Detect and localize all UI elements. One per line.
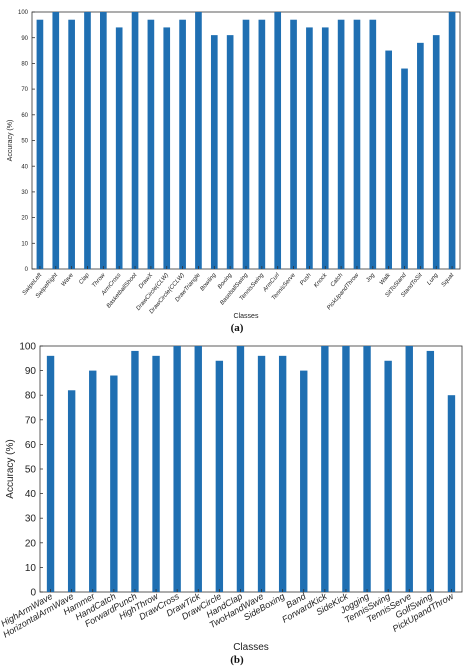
bar-TennisServe	[405, 346, 413, 592]
bar-Wave	[68, 19, 75, 270]
y-tick-label: 60	[21, 113, 28, 119]
y-tick-label: 80	[21, 62, 28, 68]
x-tick-label: Lung	[426, 272, 440, 287]
bar-Lung	[432, 35, 440, 269]
x-tick-label: Bowling	[200, 272, 219, 292]
bar-Walk	[385, 50, 392, 269]
y-axis-label: Accuracy (%)	[7, 120, 14, 162]
bar-SwipeLeft	[36, 19, 44, 270]
x-axis-label: Classes	[234, 313, 259, 320]
bar-TwoHandWave	[257, 355, 266, 592]
y-tick-label: 20	[25, 538, 37, 549]
x-tick-label: Knock	[313, 272, 329, 289]
bar-Hammer	[89, 370, 97, 592]
bar-Squat	[448, 12, 456, 269]
bar-PickUpandThrow	[353, 19, 361, 270]
bar-Jogging	[363, 346, 371, 592]
x-tick-label: Catch	[330, 272, 345, 288]
bar-DrawCross	[173, 346, 181, 592]
bar-HorizontalArmWave	[67, 390, 76, 592]
bar-ArmCurl	[274, 12, 282, 269]
bar-Clap	[84, 12, 91, 269]
y-tick-label: 30	[25, 514, 37, 525]
bar-Push	[306, 27, 313, 270]
y-tick-label: 100	[18, 10, 29, 16]
x-tick-label: Throw	[91, 272, 107, 289]
y-tick-label: 90	[25, 366, 37, 377]
bar-SwipeRight	[52, 12, 60, 269]
y-tick-label: 100	[19, 342, 36, 353]
bar-DrawCircle(CLW)	[163, 27, 171, 270]
y-tick-label: 90	[21, 36, 28, 42]
bar-Catch	[337, 19, 345, 270]
bar-Boxing	[226, 35, 234, 269]
caption-b: (b)	[230, 654, 244, 666]
y-tick-label: 40	[21, 164, 28, 170]
y-tick-label: 50	[21, 139, 28, 145]
bar-GolfSwing	[426, 350, 435, 592]
bar-TennisSwing	[258, 19, 266, 270]
bar-Band	[300, 370, 308, 592]
bar-HandClap	[236, 346, 245, 592]
x-axis-label: Classes	[233, 642, 269, 652]
y-tick-label: 20	[21, 216, 28, 222]
y-tick-label: 0	[30, 588, 36, 599]
bar-DrawX	[147, 19, 155, 270]
bar-PickUpandThrow	[447, 395, 456, 592]
y-tick-label: 60	[25, 440, 37, 451]
caption-a: (a)	[230, 322, 244, 334]
bar-ForwardPunch	[131, 350, 139, 592]
x-tick-label: Wave	[61, 272, 76, 288]
x-tick-label: Push	[299, 272, 313, 287]
bar-Jog	[369, 19, 377, 270]
x-tick-label: Walk	[379, 272, 393, 287]
y-tick-label: 70	[21, 87, 28, 93]
x-tick-label: Squat	[441, 272, 456, 288]
bar-HighThrow	[152, 355, 160, 592]
x-tick-label: Clap	[78, 272, 91, 286]
y-tick-label: 80	[25, 391, 37, 402]
y-tick-label: 0	[25, 267, 29, 273]
bar-Knock	[321, 27, 329, 270]
y-tick-label: 40	[25, 489, 37, 500]
y-tick-label: 10	[25, 563, 37, 574]
bar-TennisServe	[290, 19, 297, 270]
bar-DrawTriangle	[195, 12, 202, 269]
bar-StandToSit	[417, 42, 424, 270]
y-tick-label: 10	[21, 241, 28, 247]
bar-DrawTick	[194, 346, 202, 592]
x-tick-label: BasketballShoot	[106, 272, 139, 309]
bar-TennisSwing	[384, 360, 392, 592]
bar-chart-b: 0102030405060708090100HighArmWaveHorizon…	[0, 342, 463, 652]
bar-SideBoxing	[278, 355, 287, 592]
bar-chart-a: 0102030405060708090100SwipeLeftSwipeRigh…	[7, 10, 461, 320]
bar-SitToStand	[401, 68, 408, 269]
y-tick-label: 50	[25, 465, 37, 476]
bar-Throw	[100, 12, 107, 269]
bar-BasketballShoot	[131, 12, 139, 269]
y-tick-label: 30	[21, 190, 28, 196]
x-tick-label: PickUpandThrow	[326, 272, 360, 311]
bar-HandCatch	[110, 375, 118, 592]
y-tick-label: 70	[25, 415, 37, 426]
y-axis-label: Accuracy (%)	[5, 439, 16, 498]
x-tick-label: Jog	[365, 272, 377, 285]
bar-ArmCross	[115, 27, 123, 270]
bar-DrawCircle(CCLW)	[179, 19, 186, 270]
bar-ForwardKick	[321, 346, 329, 592]
bar-BaseballSwing	[242, 19, 250, 270]
bar-SideKick	[342, 346, 350, 592]
plot-frame	[39, 345, 463, 593]
bar-HighArmWave	[46, 355, 55, 592]
bar-Bowling	[210, 35, 218, 269]
bar-DrawCircle	[215, 360, 224, 592]
